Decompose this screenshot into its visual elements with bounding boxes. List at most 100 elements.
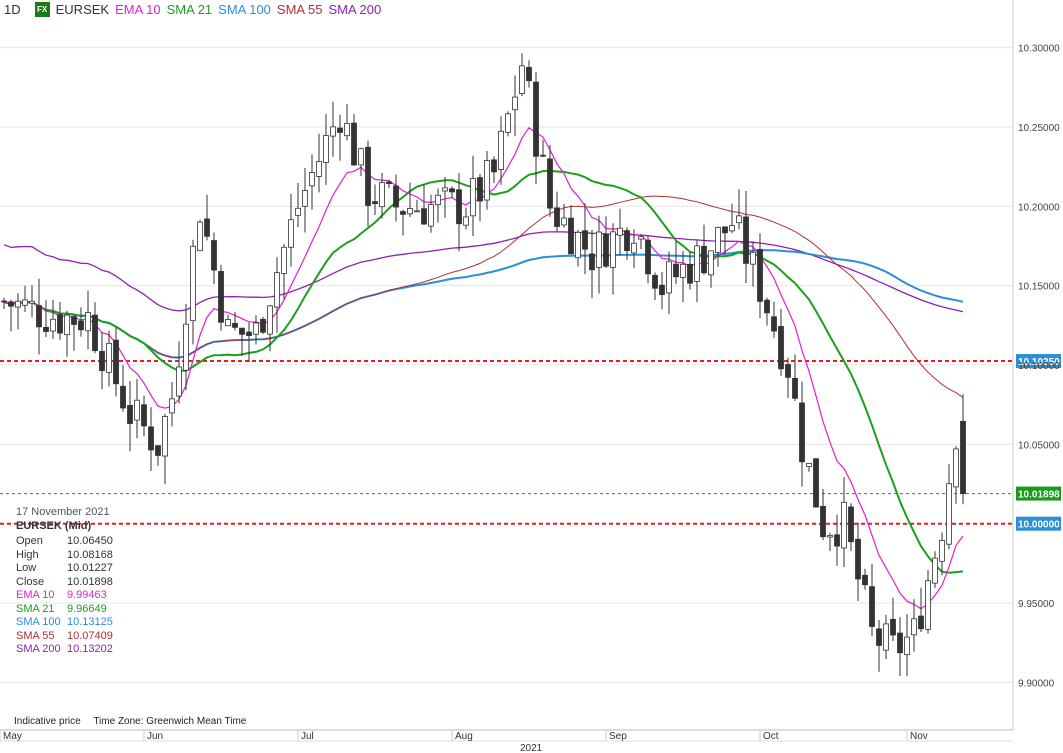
candle-body [463,216,469,226]
candle-body [589,253,595,271]
info-key: EMA 10 [16,589,55,601]
candle-body [365,146,371,206]
info-key: Close [16,575,45,588]
candle-body [162,416,168,457]
candle-body [57,314,63,334]
candle-body [946,483,952,545]
info-key: SMA 200 [16,643,61,655]
candle-body [29,300,35,304]
info-value: 10.13202 [67,643,113,655]
candle-body [848,506,854,543]
candle-body [659,284,665,295]
candle-body [582,230,588,250]
candle-body [596,231,602,268]
candle-body [813,458,819,508]
candle-body [666,261,672,294]
candle-body [141,404,147,427]
candle-body [281,246,287,274]
candle-body [120,385,126,409]
info-value: 10.01227 [67,562,113,574]
month-label: Nov [910,731,928,742]
candle-body [372,201,378,205]
candle-body [323,135,329,163]
candle-body [113,339,119,385]
candle-body [645,239,651,275]
candle-body [736,215,742,224]
indicator-legend: EMA 10 SMA 21 SMA 100 SMA 55 SMA 200 [115,2,387,17]
sma-55-line [3,195,964,398]
y-tick-label: 10.15000 [1018,282,1060,293]
legend-item[interactable]: SMA 100 [218,2,271,17]
candle-body [85,312,91,332]
y-tick-label: 9.90000 [1018,678,1055,689]
chart-header: 1D FX EURSEK EMA 10 SMA 21 SMA 100 SMA 55 SM… [4,2,387,17]
candle-body [722,226,728,234]
info-value: 9.99463 [67,589,107,601]
candle-body [897,632,903,654]
candle-body [869,586,875,627]
candle-body [855,538,861,580]
info-key: SMA 100 [16,616,61,628]
candle-body [393,185,399,208]
symbol-label[interactable]: EURSEK [55,2,110,17]
candle-body [288,219,294,248]
candle-body [540,154,546,157]
candle-body [400,211,406,215]
candle-body [239,327,245,335]
candle-body [155,445,161,456]
candle-body [498,130,504,170]
candle-body [78,320,84,331]
candle-body [575,231,581,259]
info-row: SMA 100 10.13125 [16,616,113,630]
info-key: High [16,548,39,561]
month-label: Sep [609,731,627,742]
candle-body [932,557,938,584]
info-value: 10.01898 [67,575,113,588]
candle-body [820,506,826,538]
legend-item[interactable]: SMA 21 [166,2,213,17]
y-tick-label: 10.30000 [1018,44,1060,55]
candle-body [302,190,308,207]
candle-body [610,231,616,268]
legend-item[interactable]: SMA 55 [276,2,323,17]
y-tick-label: 10.25000 [1018,123,1060,134]
timeframe-label[interactable]: 1D [4,2,21,17]
candle-body [701,245,707,274]
candle-body [876,628,882,646]
legend-item[interactable]: SMA 200 [328,2,382,17]
sma-200-line [3,231,964,313]
sma-100-line [3,249,964,359]
info-row: EMA 10 9.99463 [16,589,113,603]
y-tick-label: 10.05000 [1018,440,1060,451]
candle-body [631,242,637,254]
candle-body [771,316,777,332]
fx-badge-icon: FX [34,2,50,17]
sma-21-line [3,169,964,574]
timezone-note: Time Zone: Greenwich Mean Time [93,716,247,727]
legend-item[interactable]: EMA 10 [115,2,161,17]
info-date: 17 November 2021 [16,506,110,518]
candle-body [197,221,203,252]
level-tag [1016,486,1061,501]
month-label: Jul [301,731,314,742]
info-row: Close 10.01898 [16,576,113,590]
candle-body [547,158,553,209]
candle-body [246,331,252,336]
candle-body [309,172,315,187]
candle-body [694,245,700,282]
candle-body [862,574,868,586]
candle-body [274,272,280,308]
candle-body [505,113,511,133]
candle-body [561,217,567,226]
candle-body [806,463,812,467]
price-axis: 9.90000 9.95000 10.05000 10.10000 10.15000 10… [1012,0,1060,730]
candle-body [92,314,98,351]
candle-body [638,236,644,240]
candle-body [519,65,525,95]
info-row: High 10.08168 [16,549,113,563]
candle-body [204,218,210,237]
info-row: Low 10.01227 [16,562,113,576]
candle-body [442,187,448,192]
candle-body [456,189,462,225]
